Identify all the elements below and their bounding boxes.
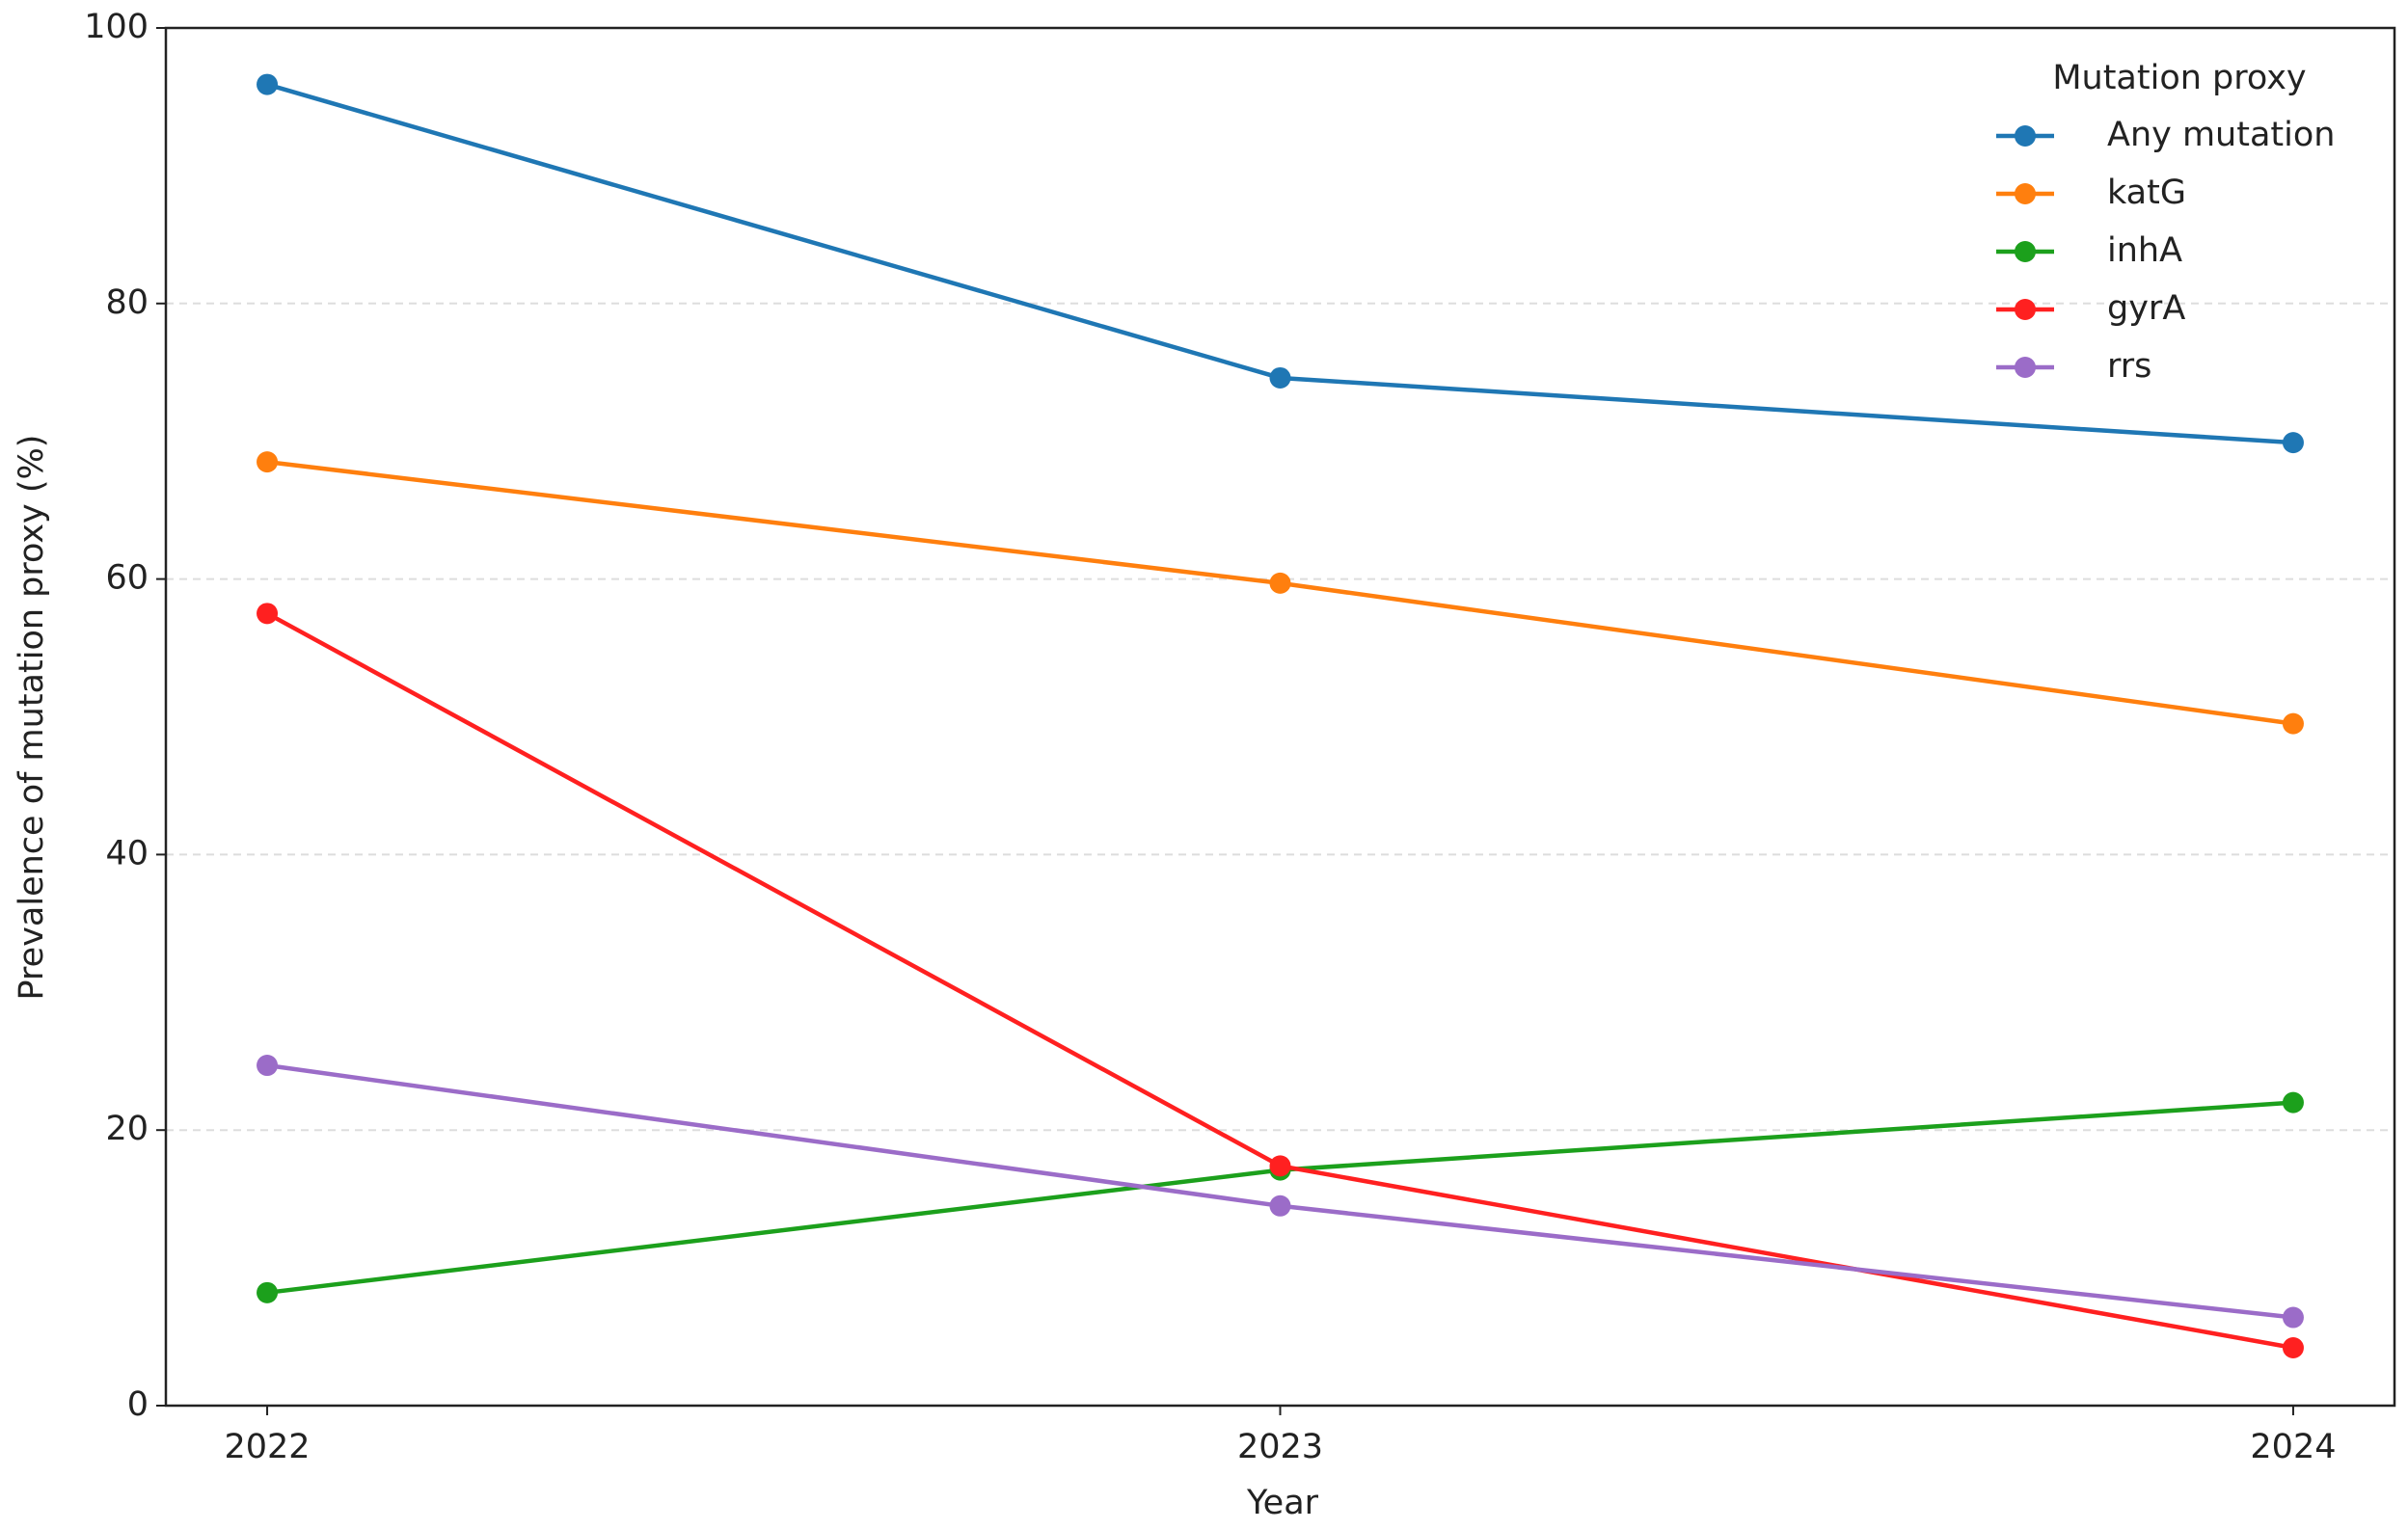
legend-label: Any mutation [2107, 116, 2335, 154]
point [257, 451, 279, 473]
point [2282, 712, 2304, 735]
x-tick-label: 2022 [225, 1428, 311, 1466]
legend-marker [2015, 125, 2036, 147]
point [257, 603, 279, 625]
legend-label: katG [2107, 174, 2186, 212]
legend-label: inhA [2107, 231, 2182, 270]
y-tick-label: 20 [105, 1110, 149, 1148]
y-tick-label: 40 [105, 834, 149, 872]
point [2282, 1306, 2304, 1329]
y-tick-label: 80 [105, 283, 149, 322]
point [257, 1281, 279, 1303]
legend-label: gyrA [2107, 289, 2185, 328]
legend-marker [2015, 241, 2036, 262]
legend-marker [2015, 357, 2036, 378]
x-axis-label: Year [1246, 1484, 1319, 1522]
series-line [266, 1062, 2294, 1320]
point [1269, 1194, 1291, 1217]
legend-marker [2015, 299, 2036, 320]
point [2282, 1091, 2304, 1114]
y-axis-label: Prevalence of mutation proxy (%) [13, 435, 51, 1001]
legend-label: rrs [2107, 347, 2151, 386]
y-tick-label: 0 [127, 1385, 149, 1424]
series-line [265, 611, 2294, 1351]
x-tick-label: 2024 [2250, 1428, 2336, 1466]
point [257, 73, 279, 95]
x-tick-label: 2023 [1237, 1428, 1323, 1466]
point [2282, 1336, 2304, 1358]
point [1269, 572, 1291, 594]
series-line [266, 82, 2294, 445]
y-tick-label: 60 [105, 559, 149, 598]
point [1269, 1155, 1291, 1177]
plot-frame [164, 26, 2396, 1408]
point [1269, 366, 1291, 389]
y-tick-label: 100 [84, 8, 149, 46]
point [2282, 432, 2304, 454]
legend-title: Mutation proxy [2052, 59, 2306, 97]
legend-marker [2015, 183, 2036, 204]
point [257, 1055, 279, 1077]
